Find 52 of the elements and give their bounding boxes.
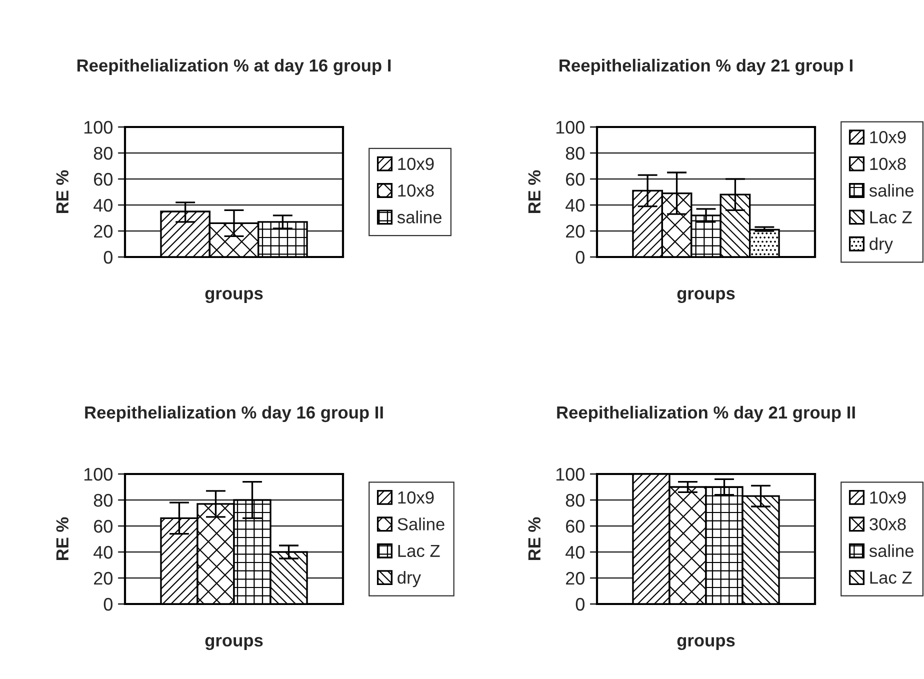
- y-tick-label: 100: [84, 468, 112, 481]
- chart-title: Reepithelialization % day 21 group I: [560, 58, 852, 76]
- legend-label: saline: [397, 210, 442, 224]
- y-tick-label: 40: [566, 198, 584, 212]
- x-axis-title: groups: [677, 637, 735, 650]
- legend-label: 10x8: [870, 158, 906, 170]
- chart-title: Reepithelialization % at day 16 group I: [77, 58, 391, 76]
- y-axis-title: RE %: [56, 517, 68, 560]
- y-tick-label: 0: [104, 250, 112, 264]
- y-axis-title: RE %: [56, 170, 68, 214]
- legend-label: Lac Z: [870, 572, 912, 584]
- chart-title: Reepithelialization % day 21 group II: [557, 406, 855, 422]
- legend-label: saline: [869, 184, 914, 197]
- y-tick-label: 60: [94, 172, 112, 186]
- y-tick-label: 80: [566, 494, 584, 507]
- legend-label: dry: [398, 570, 421, 588]
- legend-label: Lac Z: [870, 211, 912, 224]
- y-tick-label: 0: [104, 598, 112, 611]
- chart-title: Reepithelialization % day 16 group II: [85, 406, 383, 422]
- y-tick-label: 40: [94, 198, 112, 212]
- y-axis-title: RE %: [528, 170, 540, 214]
- legend-label: dry: [870, 237, 893, 254]
- y-axis-title: RE %: [528, 517, 540, 560]
- y-tick-label: 80: [566, 146, 584, 160]
- legend-label: 10x9: [398, 491, 434, 504]
- y-tick-label: 0: [576, 250, 584, 264]
- legend-label: saline: [869, 544, 914, 558]
- legend-label: 10x9: [870, 131, 906, 144]
- legend-label: 10x9: [398, 158, 434, 170]
- y-tick-label: 100: [556, 468, 584, 481]
- y-tick-label: 20: [566, 572, 584, 585]
- legend-label: Lac Z: [398, 544, 440, 558]
- legend-label: 30x8: [870, 518, 906, 530]
- y-tick-label: 40: [566, 546, 584, 559]
- y-tick-label: 60: [566, 520, 584, 533]
- y-tick-label: 60: [566, 172, 584, 186]
- y-tick-label: 20: [566, 224, 584, 238]
- y-tick-label: 100: [556, 120, 584, 134]
- legend-label: 10x8: [398, 184, 434, 197]
- y-tick-label: 40: [94, 546, 112, 559]
- y-tick-label: 0: [576, 598, 584, 611]
- x-axis-title: groups: [677, 290, 735, 304]
- y-tick-label: 20: [94, 572, 112, 585]
- x-axis-title: groups: [205, 637, 263, 650]
- legend-label: 10x9: [870, 491, 906, 504]
- y-tick-label: 60: [94, 520, 112, 533]
- y-tick-label: 80: [94, 146, 112, 160]
- y-tick-label: 80: [94, 494, 112, 507]
- y-tick-label: 100: [84, 120, 112, 134]
- legend-label: Saline: [398, 518, 444, 530]
- y-tick-label: 20: [94, 224, 112, 238]
- x-axis-title: groups: [205, 290, 263, 304]
